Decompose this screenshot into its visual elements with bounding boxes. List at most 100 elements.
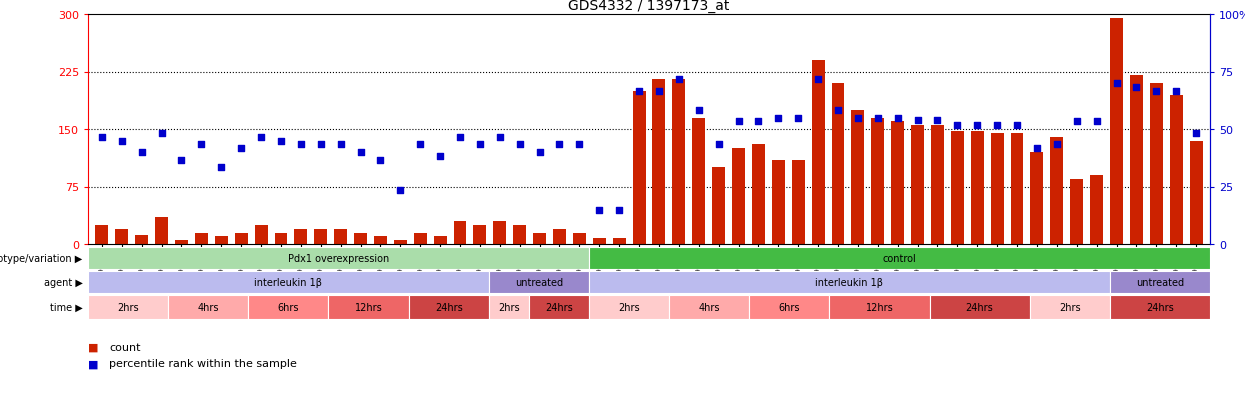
Bar — [235, 233, 248, 244]
Bar — [88, 296, 168, 319]
Bar — [891, 122, 904, 244]
Bar — [493, 221, 507, 244]
Bar — [752, 145, 764, 244]
Bar — [652, 80, 665, 244]
Bar — [274, 233, 288, 244]
Point — [1087, 119, 1107, 125]
Point — [529, 150, 549, 156]
Bar — [248, 296, 329, 319]
Point — [609, 206, 629, 213]
Point — [132, 150, 152, 156]
Text: agent ▶: agent ▶ — [44, 277, 82, 287]
Point — [311, 142, 331, 148]
Bar — [393, 241, 407, 244]
Bar — [991, 133, 1003, 244]
Point — [828, 107, 848, 114]
Point — [888, 115, 908, 121]
Bar — [1051, 138, 1063, 244]
Text: 12hrs: 12hrs — [865, 302, 893, 312]
Text: untreated: untreated — [1135, 277, 1184, 287]
Text: Pdx1 overexpression: Pdx1 overexpression — [288, 254, 390, 263]
Bar — [1109, 272, 1210, 293]
Bar — [573, 233, 586, 244]
Bar — [215, 237, 228, 244]
Bar — [911, 126, 924, 244]
Point — [1047, 142, 1067, 148]
Point — [1186, 130, 1206, 137]
Point — [469, 142, 489, 148]
Bar — [408, 296, 489, 319]
Bar — [553, 229, 566, 244]
Point — [449, 134, 469, 141]
Bar — [672, 80, 685, 244]
Text: 6hrs: 6hrs — [278, 302, 299, 312]
Point — [92, 134, 112, 141]
Point — [509, 142, 529, 148]
Text: 4hrs: 4hrs — [698, 302, 720, 312]
Bar — [195, 233, 208, 244]
Point — [848, 115, 868, 121]
Bar — [168, 296, 248, 319]
Text: interleukin 1β: interleukin 1β — [254, 277, 322, 287]
Bar — [294, 229, 308, 244]
Point — [688, 107, 708, 114]
Text: 2hrs: 2hrs — [117, 302, 139, 312]
Point — [411, 142, 431, 148]
Bar — [334, 229, 347, 244]
Bar — [772, 160, 784, 244]
Point — [112, 138, 132, 145]
Text: control: control — [883, 254, 916, 263]
Bar — [354, 233, 367, 244]
Point — [1167, 88, 1186, 95]
Bar — [632, 91, 645, 244]
Bar — [1031, 153, 1043, 244]
Bar — [489, 296, 529, 319]
Point — [549, 142, 569, 148]
Bar — [1030, 296, 1109, 319]
Bar — [489, 272, 589, 293]
Bar — [852, 111, 864, 244]
Text: 12hrs: 12hrs — [355, 302, 382, 312]
Bar — [1170, 95, 1183, 244]
Bar — [116, 229, 128, 244]
Bar — [88, 248, 589, 269]
Bar — [792, 160, 804, 244]
Bar — [473, 225, 487, 244]
Point — [649, 88, 669, 95]
Bar — [1130, 76, 1143, 244]
Text: 24hrs: 24hrs — [545, 302, 573, 312]
Point — [1027, 145, 1047, 152]
Text: 2hrs: 2hrs — [498, 302, 519, 312]
Bar — [1071, 179, 1083, 244]
Point — [947, 123, 967, 129]
Point — [1067, 119, 1087, 125]
Point — [808, 77, 828, 83]
Point — [172, 157, 192, 164]
Point — [1007, 123, 1027, 129]
Bar — [872, 118, 884, 244]
Text: interleukin 1β: interleukin 1β — [815, 277, 884, 287]
Point — [351, 150, 371, 156]
Point — [748, 119, 768, 125]
Bar — [832, 84, 844, 244]
Bar — [971, 131, 984, 244]
Bar — [533, 233, 547, 244]
Point — [987, 123, 1007, 129]
Text: count: count — [110, 342, 141, 352]
Title: GDS4332 / 1397173_at: GDS4332 / 1397173_at — [568, 0, 730, 12]
Text: 2hrs: 2hrs — [1059, 302, 1081, 312]
Bar — [1109, 296, 1210, 319]
Bar — [1190, 141, 1203, 244]
Bar — [136, 235, 148, 244]
Bar — [255, 225, 268, 244]
Bar — [812, 61, 824, 244]
Text: time ▶: time ▶ — [50, 302, 82, 312]
Bar — [589, 296, 669, 319]
Point — [708, 142, 728, 148]
Bar — [589, 272, 1109, 293]
Point — [291, 142, 311, 148]
Point — [152, 130, 172, 137]
Bar — [829, 296, 930, 319]
Point — [728, 119, 748, 125]
Text: percentile rank within the sample: percentile rank within the sample — [110, 358, 298, 368]
